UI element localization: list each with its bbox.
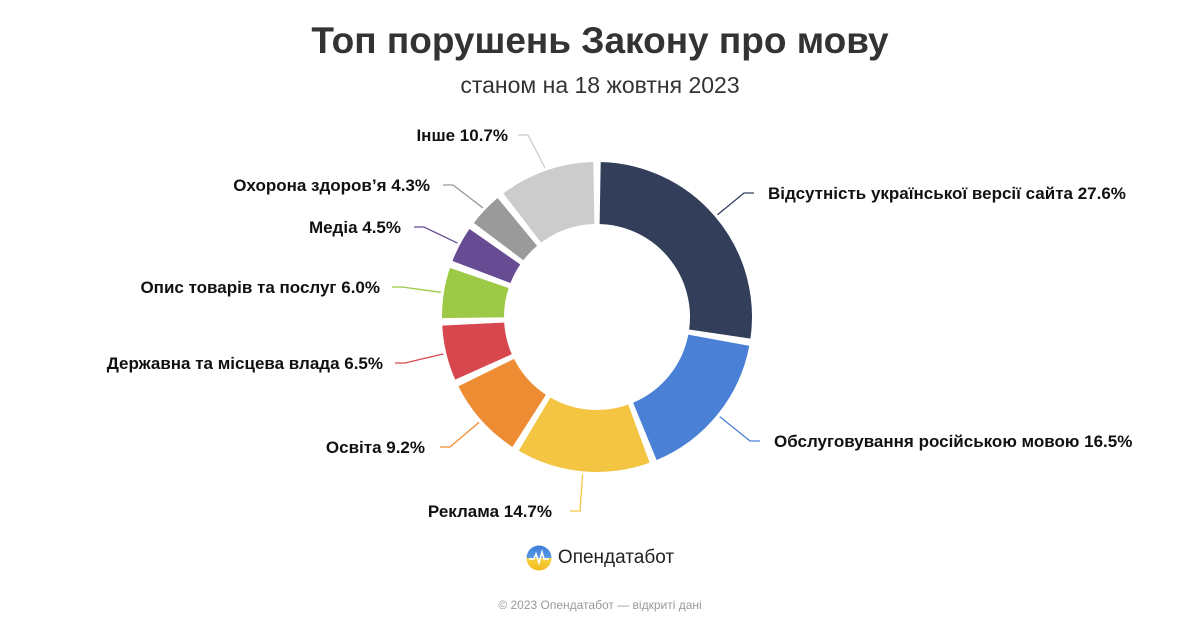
leader-line [440,421,480,448]
donut-slice [500,160,597,246]
slice-label: Інше 10.7% [416,126,508,145]
donut-slice [516,395,652,474]
donut-slice [440,320,515,382]
donut-slice [630,332,752,463]
leader-line [414,226,458,244]
brand: Опендатабот [0,545,1200,571]
leader-line [395,353,444,364]
donut-slice [450,226,523,286]
brand-name: Опендатабот [557,547,675,568]
slice-label: Опис товарів та послуг 6.0% [140,278,380,297]
donut-slice [471,195,540,263]
slice-label: Медіа 4.5% [309,218,401,237]
slice-label: Державна та місцева влада 6.5% [107,354,383,373]
slice-label: Освіта 9.2% [326,438,425,457]
slice-label: Відсутність української версії сайта 27.… [768,184,1126,203]
opendatabot-logo-icon [526,545,552,571]
leader-line [443,184,484,209]
leader-line [719,416,760,442]
leader-line [717,192,754,216]
footer-credit: © 2023 Опендатабот — відкриті дані [498,598,702,612]
donut-slice [440,265,511,321]
leader-line [518,134,546,169]
donut-slice [597,160,754,341]
leader-line [570,474,584,512]
leader-line [392,286,441,293]
chart-subtitle: станом на 18 жовтня 2023 [460,72,740,98]
slice-label: Обслуговування російською мовою 16.5% [774,432,1132,451]
slice-label: Реклама 14.7% [428,502,552,521]
slice-label: Охорона здоров’я 4.3% [233,176,430,195]
chart-title: Топ порушень Закону про мову [311,20,889,61]
donut-slice [456,356,549,450]
